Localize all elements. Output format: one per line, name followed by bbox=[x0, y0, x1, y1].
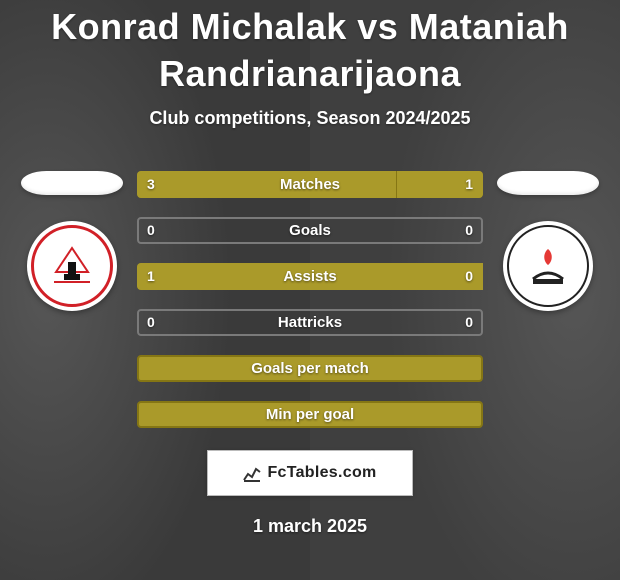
stat-row: 3 1 Matches bbox=[137, 171, 483, 198]
stat-label: Assists bbox=[283, 268, 336, 285]
player-left-crest bbox=[27, 221, 117, 311]
subtitle: Club competitions, Season 2024/2025 bbox=[149, 108, 470, 129]
stat-label: Goals bbox=[289, 222, 331, 239]
zamalek-icon bbox=[50, 244, 94, 288]
page-title: Konrad Michalak vs Mataniah Randrianarij… bbox=[0, 4, 620, 98]
player-right-flag bbox=[497, 171, 599, 195]
stat-row: 1 0 Assists bbox=[137, 263, 483, 290]
stat-value-left: 1 bbox=[147, 268, 155, 284]
stat-fill-left bbox=[137, 171, 397, 198]
attribution-box[interactable]: FcTables.com bbox=[207, 450, 413, 496]
stat-label: Goals per match bbox=[251, 360, 369, 377]
stat-value-left: 0 bbox=[147, 222, 155, 238]
stat-row: Goals per match bbox=[137, 355, 483, 382]
stat-row: Min per goal bbox=[137, 401, 483, 428]
comparison-row: 3 1 Matches 0 0 Goals 1 0 Assists 0 0 Hattricks Goal… bbox=[0, 171, 620, 428]
fctables-icon bbox=[243, 464, 261, 482]
player-right-crest bbox=[503, 221, 593, 311]
date-text: 1 march 2025 bbox=[253, 516, 367, 537]
stats-column: 3 1 Matches 0 0 Goals 1 0 Assists 0 0 Hattricks Goal… bbox=[137, 171, 483, 428]
stat-value-right: 0 bbox=[465, 314, 473, 330]
stat-row: 0 0 Hattricks bbox=[137, 309, 483, 336]
player-right-column bbox=[493, 171, 603, 311]
stat-value-right: 1 bbox=[465, 176, 473, 192]
stat-label: Matches bbox=[280, 176, 340, 193]
stat-row: 0 0 Goals bbox=[137, 217, 483, 244]
stat-value-left: 0 bbox=[147, 314, 155, 330]
stat-label: Hattricks bbox=[278, 314, 342, 331]
stat-value-right: 0 bbox=[465, 268, 473, 284]
attribution-text: FcTables.com bbox=[267, 464, 376, 482]
stat-label: Min per goal bbox=[266, 406, 354, 423]
player-left-flag bbox=[21, 171, 123, 195]
stat-value-right: 0 bbox=[465, 222, 473, 238]
stat-value-left: 3 bbox=[147, 176, 155, 192]
player-left-column bbox=[17, 171, 127, 311]
